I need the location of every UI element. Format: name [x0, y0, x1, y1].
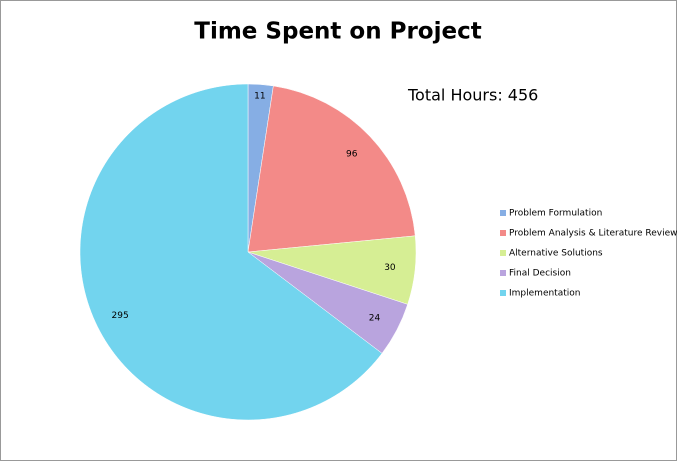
annotation: Total Hours: 456	[407, 86, 538, 105]
legend-label: Problem Analysis & Literature Review	[509, 229, 677, 239]
data-label: 30	[384, 263, 396, 273]
data-label: 96	[346, 149, 358, 159]
pie-slice	[247, 85, 416, 253]
legend-label: Implementation	[509, 289, 580, 299]
legend-swatch	[500, 270, 506, 276]
legend-label: Alternative Solutions	[509, 249, 603, 259]
legend-swatch	[500, 210, 506, 216]
data-label: 24	[369, 314, 381, 324]
legend-label: Problem Formulation	[509, 209, 602, 219]
data-label: 11	[254, 92, 265, 102]
chart-title: Time Spent on Project	[194, 19, 481, 45]
pie-slice	[79, 83, 383, 421]
legend-swatch	[500, 250, 506, 256]
legend-label: Final Decision	[509, 269, 571, 279]
data-label: 295	[112, 311, 129, 321]
legend-swatch	[500, 290, 506, 296]
legend-swatch	[500, 230, 506, 236]
